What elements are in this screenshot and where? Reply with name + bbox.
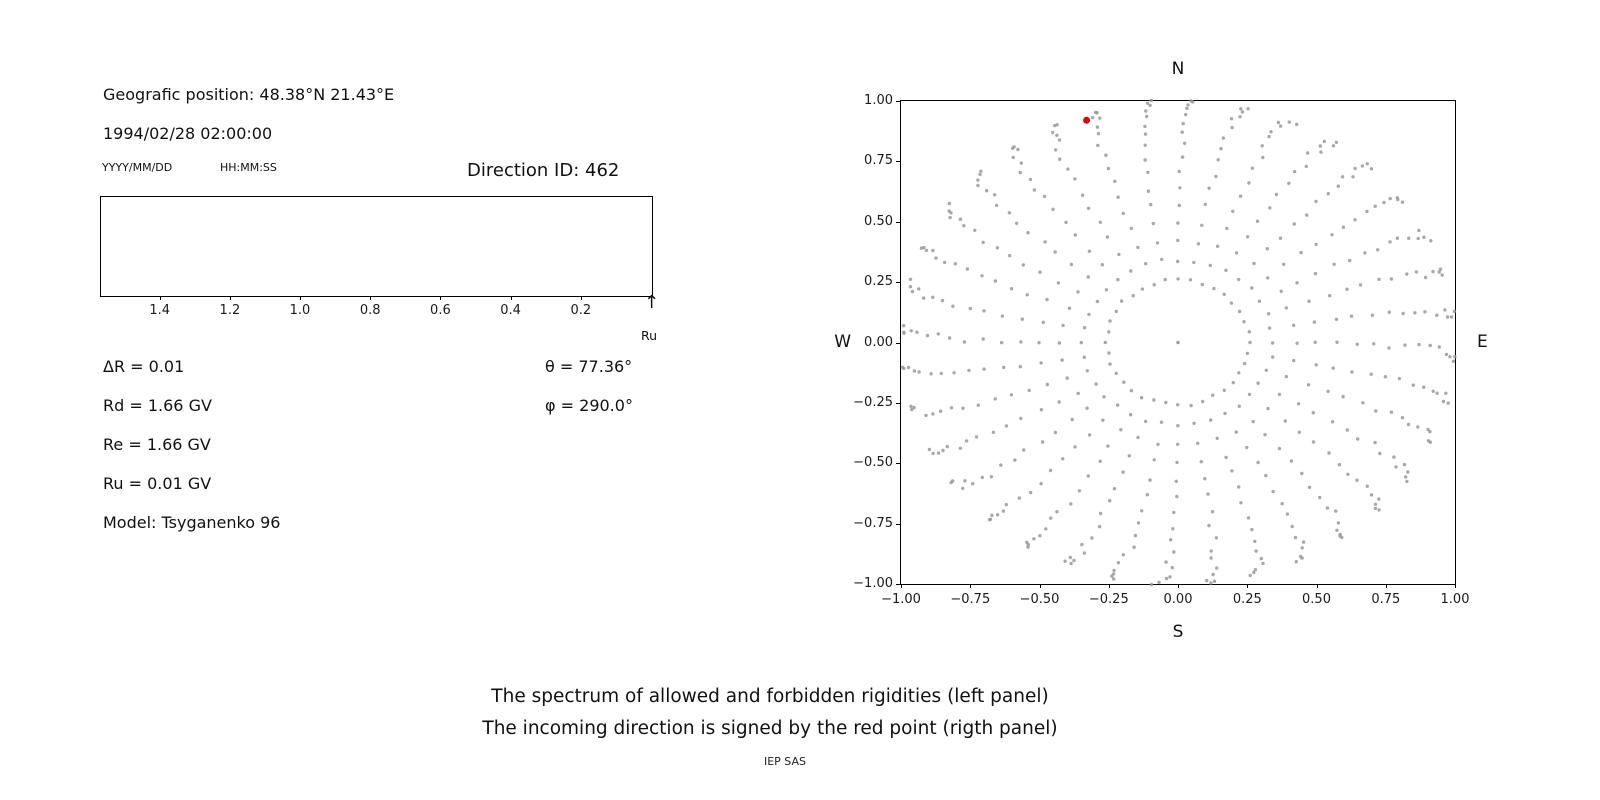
y-tick-label: 1.00 xyxy=(864,93,893,108)
y-tick-mark xyxy=(896,161,900,163)
spectrum-tick-label: 0.4 xyxy=(500,303,521,318)
x-tick-label: −1.00 xyxy=(881,592,921,607)
compass-south-label: S xyxy=(1172,622,1184,642)
x-tick-mark xyxy=(1247,584,1249,588)
y-tick-mark xyxy=(896,523,900,525)
direction-plot: 1.00 0.75 0.50 0.25 0.00 −0.25 −0.50 −0.75 −1.00… xyxy=(853,93,1469,607)
spectrum-tick-label: 0.6 xyxy=(430,303,451,318)
y-tick-mark xyxy=(896,101,900,102)
spectrum-plot-box xyxy=(100,196,653,297)
direction-id-text: Direction ID: 462 xyxy=(467,160,620,181)
caption-line1: The spectrum of allowed and forbidden ri… xyxy=(491,686,1049,707)
datetime-text: 1994/02/28 02:00:00 xyxy=(103,124,273,143)
x-tick-mark xyxy=(1316,584,1318,588)
spectrum-axis-ticks: 1.4 1.2 1.0 0.8 0.6 0.4 0.2 xyxy=(100,296,651,322)
time-format-label: HH:MM:SS xyxy=(220,161,277,174)
x-tick-label: 0.50 xyxy=(1302,592,1331,607)
spectrum-tick-label: 0.2 xyxy=(570,303,592,318)
x-tick-mark xyxy=(1385,584,1387,588)
x-tick-label: 0.00 xyxy=(1163,592,1193,607)
y-tick-label: −0.25 xyxy=(853,394,893,410)
spectrum-tick-mark xyxy=(510,296,512,300)
param-ru: Ru = 0.01 GV xyxy=(103,474,212,493)
x-tick-mark xyxy=(1455,584,1456,588)
y-tick-mark xyxy=(896,584,900,585)
red-incoming-direction-point xyxy=(1083,116,1091,124)
footer-credit: IEP SAS xyxy=(763,755,807,768)
param-delta-r: ΔR = 0.01 xyxy=(103,357,185,376)
spectrum-tick-mark xyxy=(159,296,161,300)
caption-line2: The incoming direction is signed by the … xyxy=(482,718,1058,739)
x-tick-mark xyxy=(1108,584,1110,588)
ru-arrow-icon: ↑ xyxy=(644,292,660,313)
spectrum-tick-mark xyxy=(440,296,442,300)
geo-position-text: Geografic position: 48.38°N 21.43°E xyxy=(103,85,395,104)
spectrum-tick-label: 1.4 xyxy=(149,303,171,318)
spectrum-tick-label: 1.0 xyxy=(289,303,311,318)
spectrum-tick-label: 1.2 xyxy=(219,303,241,318)
x-tick-label: 0.75 xyxy=(1371,592,1401,607)
spectrum-tick-mark xyxy=(300,296,301,300)
x-tick-mark xyxy=(1178,584,1179,588)
theta-angle-text: θ = 77.36° xyxy=(545,357,633,376)
x-tick-mark xyxy=(901,584,902,588)
x-tick-label: 1.00 xyxy=(1440,592,1470,607)
x-tick-label: 0.25 xyxy=(1232,592,1262,607)
compass-north-label: N xyxy=(1171,59,1185,79)
spectrum-tick-label: 0.8 xyxy=(359,303,381,318)
direction-scatter xyxy=(900,98,1457,587)
spectrum-tick-mark xyxy=(370,296,372,300)
y-tick-label: 0.25 xyxy=(864,274,893,290)
spectrum-tick-mark xyxy=(580,296,582,300)
date-format-label: YYYY/MM/DD xyxy=(102,161,173,174)
y-tick-label: 0.00 xyxy=(864,334,893,350)
y-tick-mark xyxy=(896,402,900,404)
x-tick-label: −0.75 xyxy=(950,592,991,607)
phi-angle-text: φ = 290.0° xyxy=(545,396,633,415)
spectrum-tick-mark xyxy=(229,296,231,300)
compass-west-label: W xyxy=(834,332,851,352)
y-tick-mark xyxy=(896,221,900,223)
x-tick-label: −0.25 xyxy=(1088,592,1129,607)
compass-east-label: E xyxy=(1477,332,1488,352)
x-tick-mark xyxy=(1039,584,1041,588)
param-rd: Rd = 1.66 GV xyxy=(103,396,212,415)
ru-arrow-label: Ru xyxy=(641,328,658,343)
y-tick-label: −0.75 xyxy=(853,515,893,531)
param-model: Model: Tsyganenko 96 xyxy=(103,513,281,532)
y-tick-mark xyxy=(896,342,900,344)
y-tick-label: −0.50 xyxy=(853,455,893,471)
x-tick-label: −0.50 xyxy=(1019,592,1060,607)
y-tick-mark xyxy=(896,463,900,465)
y-tick-label: 0.75 xyxy=(864,153,893,169)
y-tick-label: −1.00 xyxy=(853,576,893,591)
x-tick-mark xyxy=(970,584,972,588)
y-tick-mark xyxy=(896,282,900,284)
param-re: Re = 1.66 GV xyxy=(103,435,211,454)
y-tick-label: 0.50 xyxy=(864,213,893,229)
